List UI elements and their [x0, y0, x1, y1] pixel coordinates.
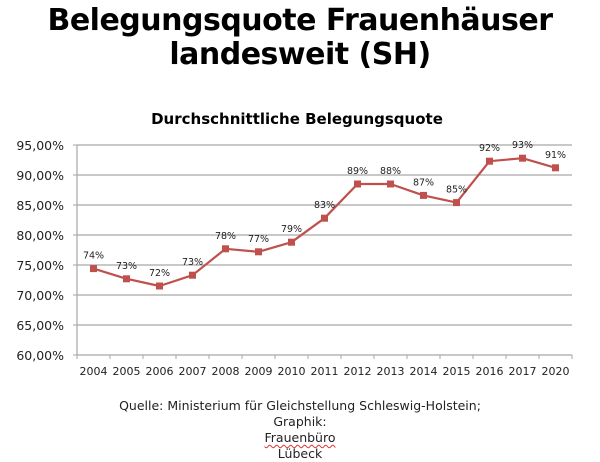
x-axis-ticks: 2004 2005 2006 2007 2008 2009 2010 2011 2012 2013…	[76, 355, 573, 378]
data-label: 73%	[116, 261, 137, 272]
data-label: 72%	[149, 268, 170, 279]
data-label: 93%	[512, 140, 533, 151]
data-point-marker	[420, 191, 427, 199]
y-tick-label: 65,00%	[16, 318, 64, 333]
data-point-marker	[90, 265, 97, 273]
data-point-marker	[156, 282, 163, 290]
x-tick-label: 2017	[509, 365, 537, 378]
series-belegungsquote	[90, 154, 559, 290]
page-title-line-2: landesweit (SH)	[169, 37, 431, 72]
data-point-marker	[354, 180, 361, 188]
data-label: 78%	[215, 231, 236, 242]
x-tick-label: 2016	[476, 365, 504, 378]
y-tick-label: 80,00%	[16, 228, 64, 243]
x-tick-label: 2014	[410, 365, 438, 378]
series-line	[93, 157, 556, 288]
gridlines	[77, 144, 572, 326]
x-tick-label: 2015	[443, 365, 471, 378]
data-label: 92%	[479, 143, 500, 154]
y-tick-label: 75,00%	[16, 258, 64, 273]
data-point-marker	[288, 238, 295, 246]
x-tick-label: 2010	[278, 365, 306, 378]
page-title-line-1: Belegungsquote Frauenhäuser	[47, 3, 553, 38]
data-labels: 74% 73% 72% 73% 78% 77% 79% 83% 89% 88% 87% 85% 92% 9…	[83, 140, 566, 279]
data-point-marker	[387, 180, 394, 188]
data-label: 87%	[413, 177, 434, 188]
x-tick-label: 2020	[542, 365, 570, 378]
data-label: 91%	[545, 150, 566, 161]
data-label: 79%	[281, 224, 302, 235]
data-point-marker	[552, 164, 559, 172]
data-point-marker	[189, 271, 196, 279]
data-label: 74%	[83, 251, 104, 262]
x-tick-label: 2012	[344, 365, 372, 378]
data-point-marker	[519, 154, 526, 162]
y-axis-ticks: 60,00% 65,00% 70,00% 75,00% 80,00% 85,00% 90,0…	[16, 138, 77, 363]
data-point-marker	[255, 248, 262, 256]
data-point-marker	[486, 157, 493, 165]
x-tick-label: 2013	[377, 365, 405, 378]
x-tick-label: 2006	[146, 365, 174, 378]
data-label: 85%	[446, 185, 467, 196]
x-tick-label: 2007	[179, 365, 207, 378]
page-title: Belegungsquote Frauenhäuser landesweit (…	[0, 4, 600, 72]
x-tick-label: 2008	[212, 365, 240, 378]
source-line-1: Quelle: Ministerium für Gleichstellung S…	[119, 398, 481, 413]
y-tick-label: 85,00%	[16, 198, 64, 213]
y-tick-label: 90,00%	[16, 168, 64, 183]
source-graphik-prefix: Graphik:	[273, 414, 327, 429]
x-tick-label: 2005	[113, 365, 141, 378]
data-point-marker	[453, 199, 460, 207]
y-tick-label: 70,00%	[16, 288, 64, 303]
data-point-marker	[321, 214, 328, 222]
source-note: Quelle: Ministerium für Gleichstellung S…	[0, 398, 600, 462]
data-label: 88%	[380, 166, 401, 177]
data-label: 73%	[182, 257, 203, 268]
source-org-name: Frauenbüro	[264, 430, 336, 445]
data-label: 83%	[314, 200, 335, 211]
source-line-2: Graphik: Frauenbüro Lübeck	[0, 414, 600, 462]
y-tick-label: 95,00%	[16, 138, 64, 153]
source-org-suffix: Lübeck	[277, 446, 323, 461]
x-tick-label: 2004	[80, 365, 108, 378]
x-tick-label: 2011	[311, 365, 339, 378]
axes	[76, 145, 572, 356]
data-label: 77%	[248, 234, 269, 245]
line-chart: Durchschnittliche Belegungsquote 60,00%6…	[16, 110, 573, 378]
y-tick-label: 60,00%	[16, 348, 64, 363]
data-label: 89%	[347, 166, 368, 177]
x-tick-label: 2009	[245, 365, 273, 378]
chart-title: Durchschnittliche Belegungsquote	[151, 110, 443, 128]
data-point-marker	[222, 245, 229, 253]
data-point-marker	[123, 275, 130, 283]
